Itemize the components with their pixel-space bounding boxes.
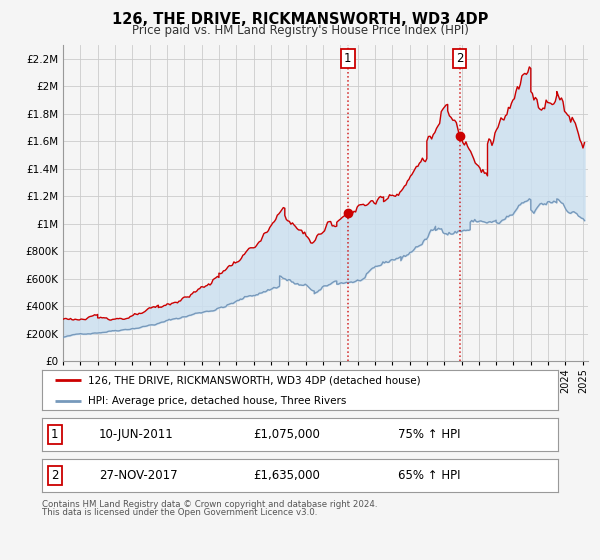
Text: 10-JUN-2011: 10-JUN-2011 xyxy=(99,428,173,441)
Text: 126, THE DRIVE, RICKMANSWORTH, WD3 4DP (detached house): 126, THE DRIVE, RICKMANSWORTH, WD3 4DP (… xyxy=(88,376,421,385)
Text: 2: 2 xyxy=(456,52,464,65)
Text: 65% ↑ HPI: 65% ↑ HPI xyxy=(398,469,461,482)
Text: 126, THE DRIVE, RICKMANSWORTH, WD3 4DP: 126, THE DRIVE, RICKMANSWORTH, WD3 4DP xyxy=(112,12,488,27)
Text: 2: 2 xyxy=(51,469,59,482)
Text: £1,635,000: £1,635,000 xyxy=(254,469,320,482)
Text: 1: 1 xyxy=(344,52,352,65)
Text: Contains HM Land Registry data © Crown copyright and database right 2024.: Contains HM Land Registry data © Crown c… xyxy=(42,500,377,508)
Text: 27-NOV-2017: 27-NOV-2017 xyxy=(99,469,178,482)
Text: This data is licensed under the Open Government Licence v3.0.: This data is licensed under the Open Gov… xyxy=(42,508,317,517)
Text: Price paid vs. HM Land Registry's House Price Index (HPI): Price paid vs. HM Land Registry's House … xyxy=(131,24,469,37)
Text: HPI: Average price, detached house, Three Rivers: HPI: Average price, detached house, Thre… xyxy=(88,396,347,406)
Text: 75% ↑ HPI: 75% ↑ HPI xyxy=(398,428,461,441)
Text: £1,075,000: £1,075,000 xyxy=(254,428,320,441)
Text: 1: 1 xyxy=(51,428,59,441)
